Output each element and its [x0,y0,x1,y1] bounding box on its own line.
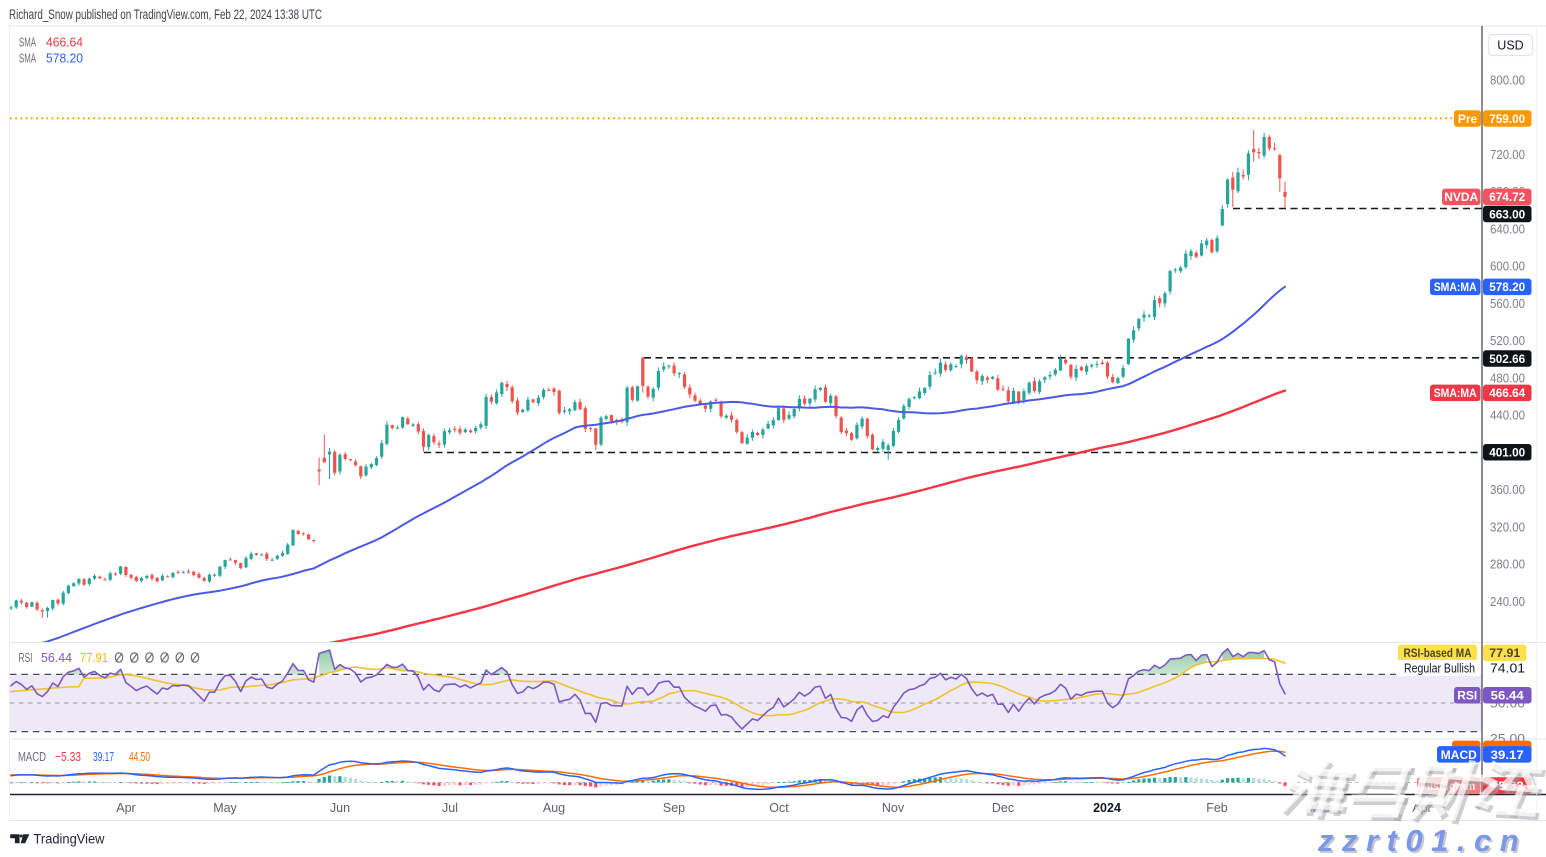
svg-text:Dec: Dec [992,801,1014,815]
svg-text:520.00: 520.00 [1490,334,1525,348]
svg-text:MACD: MACD [1441,748,1477,762]
svg-text:77.91: 77.91 [1489,646,1520,660]
svg-text:401.00: 401.00 [1489,446,1525,460]
svg-text:320.00: 320.00 [1490,521,1525,535]
svg-text:600.00: 600.00 [1490,260,1525,274]
svg-text:720.00: 720.00 [1490,148,1525,162]
svg-text:466.64: 466.64 [46,35,83,50]
svg-text:RSI-based MA: RSI-based MA [1404,646,1472,660]
svg-text:SMA:MA: SMA:MA [1434,282,1477,294]
svg-text:663.00: 663.00 [1489,208,1525,222]
svg-text:Aug: Aug [543,801,565,815]
svg-text:280.00: 280.00 [1490,558,1525,572]
svg-text:74.01: 74.01 [1490,661,1525,675]
svg-text:Apr: Apr [116,801,135,815]
svg-text:May: May [213,801,237,815]
svg-text:360.00: 360.00 [1490,483,1525,497]
svg-text:44.50: 44.50 [129,749,150,764]
svg-text:USD: USD [1497,39,1523,53]
svg-text:−5.33: −5.33 [55,749,81,764]
svg-text:39.17: 39.17 [1491,748,1524,762]
svg-text:2024: 2024 [1093,801,1121,815]
svg-text:TradingView: TradingView [34,832,105,847]
svg-text:39.17: 39.17 [93,749,114,764]
svg-text:RSI: RSI [1457,689,1477,703]
svg-text:640.00: 640.00 [1490,222,1525,236]
svg-text:SMA: SMA [19,35,36,50]
svg-text:759.00: 759.00 [1489,112,1525,126]
svg-text:MACD: MACD [18,749,46,764]
svg-text:Sep: Sep [663,801,685,815]
svg-text:Jun: Jun [330,801,350,815]
svg-text:Regular Bullish: Regular Bullish [1404,662,1475,676]
svg-text:578.20: 578.20 [1489,280,1525,294]
svg-text:Pre: Pre [1458,112,1478,126]
svg-text:466.64: 466.64 [1489,386,1525,400]
svg-text:240.00: 240.00 [1490,595,1525,609]
svg-text:SMA: SMA [19,51,36,66]
svg-text:SMA:MA: SMA:MA [1434,388,1477,400]
svg-text:440.00: 440.00 [1490,409,1525,423]
svg-text:Feb: Feb [1206,801,1228,815]
svg-text:56.44: 56.44 [1491,689,1524,703]
svg-text:578.20: 578.20 [46,51,83,66]
svg-text:zzrt01.cn: zzrt01.cn [1319,825,1529,857]
svg-text:Oct: Oct [769,801,789,815]
svg-text:800.00: 800.00 [1490,73,1525,87]
svg-text:480.00: 480.00 [1490,371,1525,385]
svg-text:Richard_Snow published on Trad: Richard_Snow published on TradingView.co… [9,7,322,22]
svg-text:502.66: 502.66 [1489,352,1525,366]
svg-text:674.72: 674.72 [1489,190,1525,204]
svg-text:NVDA: NVDA [1444,190,1478,204]
svg-text:zzrt01.cn: zzrt01.cn [1317,823,1527,857]
svg-text:77.91: 77.91 [80,650,108,665]
svg-text:560.00: 560.00 [1490,297,1525,311]
svg-text:Nov: Nov [882,801,905,815]
svg-text:Jul: Jul [442,801,458,815]
svg-text:56.44: 56.44 [41,650,72,665]
svg-text:RSI: RSI [19,650,33,665]
